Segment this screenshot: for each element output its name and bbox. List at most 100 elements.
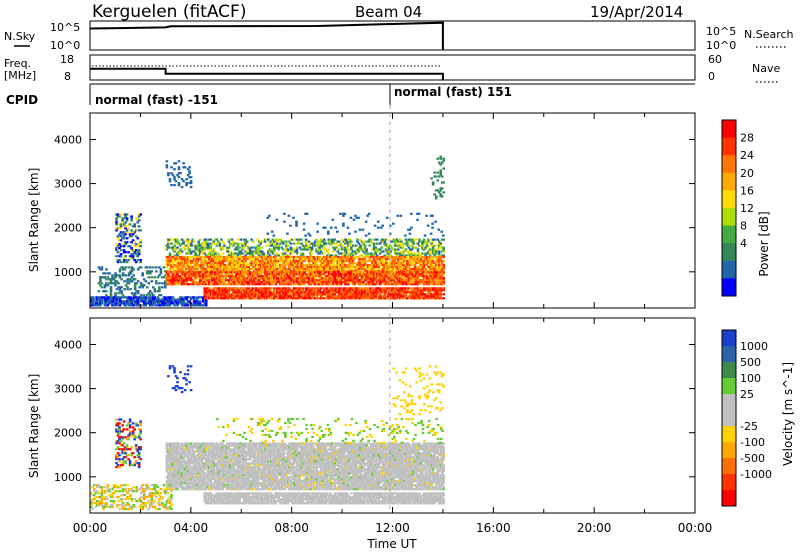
heatmap-cell: [368, 238, 371, 241]
heatmap-cell: [176, 240, 179, 243]
heatmap-cell: [439, 157, 442, 160]
heatmap-cell: [425, 275, 429, 278]
heatmap-cell: [268, 257, 272, 261]
heatmap-cell: [99, 284, 102, 287]
heatmap-cell: [267, 287, 270, 290]
heatmap-cell: [176, 486, 179, 489]
heatmap-cell: [186, 454, 190, 457]
heatmap-cell: [332, 293, 335, 296]
heatmap-cell: [418, 283, 421, 286]
heatmap-cell: [241, 267, 244, 271]
heatmap-cell: [126, 298, 129, 301]
heatmap-cell: [236, 267, 240, 271]
heatmap-cell: [348, 291, 352, 294]
heatmap-cell: [394, 244, 397, 247]
heatmap-cell: [141, 296, 144, 299]
heatmap-cell: [295, 259, 299, 263]
heatmap-cell: [307, 291, 311, 294]
heatmap-cell: [105, 282, 108, 285]
heatmap-cell: [279, 238, 282, 241]
heatmap-cell: [342, 289, 346, 292]
heatmap-cell: [297, 265, 300, 269]
heatmap-cell: [316, 230, 319, 233]
heatmap-cell: [232, 271, 235, 274]
heatmap-cell: [392, 275, 396, 278]
heatmap-cell: [298, 238, 302, 241]
heatmap-cell: [425, 289, 429, 292]
heatmap-cell: [280, 240, 284, 243]
heatmap-cell: [253, 279, 256, 282]
station-title: Kerguelen (fitACF): [92, 2, 246, 22]
heatmap-cell: [185, 244, 188, 247]
heatmap-cell: [126, 288, 129, 291]
heatmap-cell: [422, 275, 426, 278]
heatmap-cell: [127, 272, 131, 275]
heatmap-cell: [351, 295, 355, 298]
heatmap-cell: [381, 265, 385, 269]
heatmap-cell: [186, 296, 190, 299]
heatmap-cell: [241, 246, 244, 249]
heatmap-cell: [263, 265, 267, 269]
heatmap-cell: [409, 275, 412, 278]
heatmap-cell: [433, 254, 436, 257]
heatmap-cell: [121, 243, 124, 246]
heatmap-cell: [215, 287, 219, 290]
heatmap-cell: [359, 279, 362, 282]
heatmap-cell: [434, 281, 438, 284]
heatmap-cell: [209, 244, 213, 247]
heatmap-cell: [365, 277, 368, 280]
heatmap-cell: [254, 250, 258, 253]
heatmap-cell: [168, 466, 172, 469]
heatmap-cell: [388, 261, 391, 265]
heatmap-cell: [418, 273, 421, 276]
heatmap-cell: [211, 254, 214, 257]
heatmap-cell: [274, 244, 278, 247]
heatmap-cell: [239, 271, 243, 274]
heatmap-cell: [238, 289, 241, 292]
heatmap-cell: [247, 287, 250, 290]
heatmap-cell: [273, 289, 276, 292]
heatmap-cell: [384, 238, 388, 241]
heatmap-cell: [433, 283, 436, 286]
heatmap-cell: [241, 259, 244, 263]
heatmap-cell: [400, 293, 403, 296]
heatmap-cell: [425, 295, 429, 298]
heatmap-cell: [389, 295, 393, 298]
heatmap-cell: [135, 298, 138, 301]
heatmap-cell: [300, 263, 303, 267]
heatmap-cell: [324, 257, 327, 261]
heatmap-cell: [233, 279, 237, 282]
heatmap-cell: [201, 298, 205, 301]
heatmap-cell: [201, 273, 205, 276]
heatmap-cell: [439, 169, 442, 172]
heatmap-cell: [260, 267, 264, 271]
heatmap-cell: [371, 269, 374, 272]
heatmap-cell: [115, 243, 118, 246]
heatmap-cell: [174, 238, 178, 241]
heatmap-cell: [165, 259, 169, 263]
heatmap-cell: [229, 277, 232, 280]
heatmap-cell: [218, 257, 222, 261]
heatmap-cell: [440, 269, 444, 272]
heatmap-cell: [203, 259, 206, 263]
heatmap-cell: [366, 275, 370, 278]
heatmap-cell: [416, 250, 420, 253]
heatmap-cell: [292, 293, 296, 296]
heatmap-cell: [330, 295, 334, 298]
heatmap-cell: [363, 257, 367, 261]
heatmap-cell: [386, 254, 390, 257]
heatmap-cell: [100, 276, 104, 279]
heatmap-cell: [425, 293, 429, 296]
heatmap-cell: [295, 277, 299, 280]
freq-left-tick-top: 18: [60, 53, 74, 66]
y-tick-label: 3000: [54, 178, 82, 191]
heatmap-cell: [136, 280, 140, 283]
heatmap-cell: [294, 261, 297, 265]
heatmap-cell: [200, 255, 203, 259]
heatmap-cell: [203, 297, 206, 300]
heatmap-cell: [133, 296, 137, 299]
heatmap-cell: [129, 300, 132, 303]
heatmap-cell: [346, 226, 350, 229]
heatmap-cell: [124, 304, 128, 307]
